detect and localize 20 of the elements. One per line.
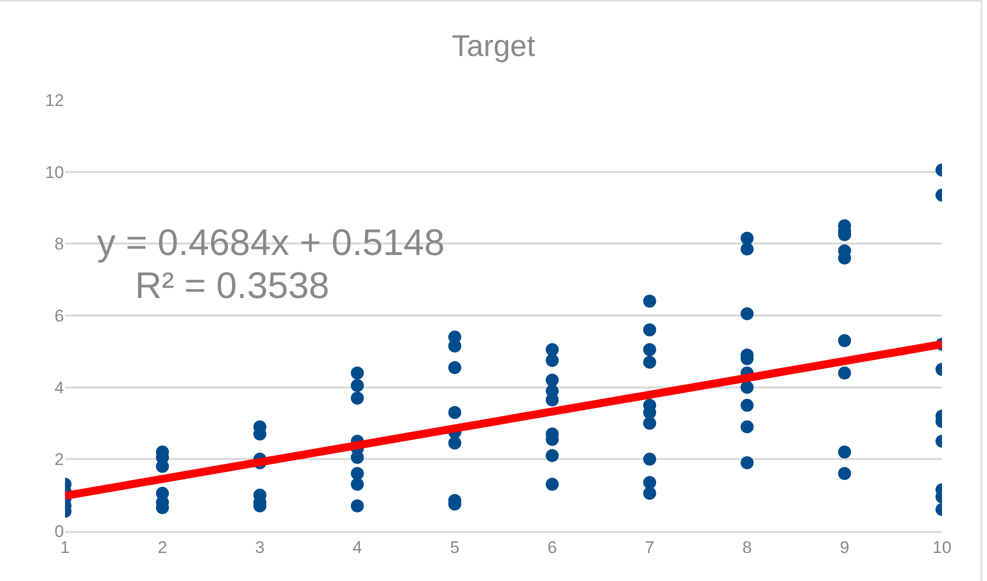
y-tick-label: 4 bbox=[54, 378, 64, 398]
x-tick-label: 5 bbox=[450, 538, 460, 558]
x-tick-label: 7 bbox=[644, 538, 654, 558]
y-tick-label: 6 bbox=[54, 306, 64, 326]
y-tick-label: 8 bbox=[54, 234, 64, 254]
annotation: y = 0.4684x + 0.5148 bbox=[97, 222, 445, 263]
x-tick-label: 4 bbox=[352, 538, 362, 558]
x-tick-label: 3 bbox=[255, 538, 265, 558]
x-tick-label: 9 bbox=[840, 538, 850, 558]
chart-title: Target bbox=[452, 30, 536, 63]
x-tick-label: 2 bbox=[158, 538, 168, 558]
y-tick-label: 12 bbox=[45, 90, 64, 110]
x-tick-label: 8 bbox=[742, 538, 752, 558]
y-tick-label: 0 bbox=[54, 522, 64, 541]
annotation: R² = 0.3538 bbox=[135, 265, 330, 306]
y-tick-label: 10 bbox=[45, 162, 64, 182]
y-tick-label: 2 bbox=[54, 450, 64, 470]
x-tick-label: 6 bbox=[547, 538, 557, 558]
x-tick-label: 10 bbox=[932, 538, 952, 558]
x-tick-label: 1 bbox=[60, 538, 70, 558]
